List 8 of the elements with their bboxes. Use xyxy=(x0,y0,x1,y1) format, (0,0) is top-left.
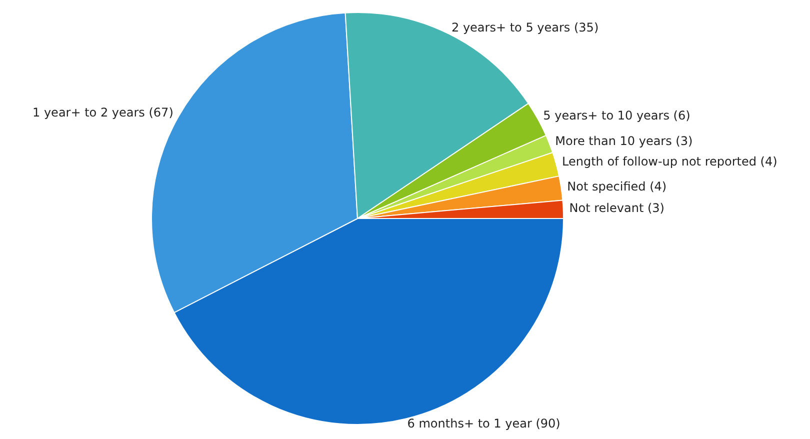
slice-label: 6 months+ to 1 year (90) xyxy=(407,416,560,431)
slice-label: Not specified (4) xyxy=(567,179,667,194)
slice-label: More than 10 years (3) xyxy=(555,134,693,148)
slice-label: 5 years+ to 10 years (6) xyxy=(543,108,690,122)
slice-label: Length of follow-up not reported (4) xyxy=(562,154,778,169)
slice-label: 1 year+ to 2 years (67) xyxy=(32,106,174,120)
slice-label: Not relevant (3) xyxy=(569,201,664,216)
slice-label: 2 years+ to 5 years (35) xyxy=(452,20,599,35)
